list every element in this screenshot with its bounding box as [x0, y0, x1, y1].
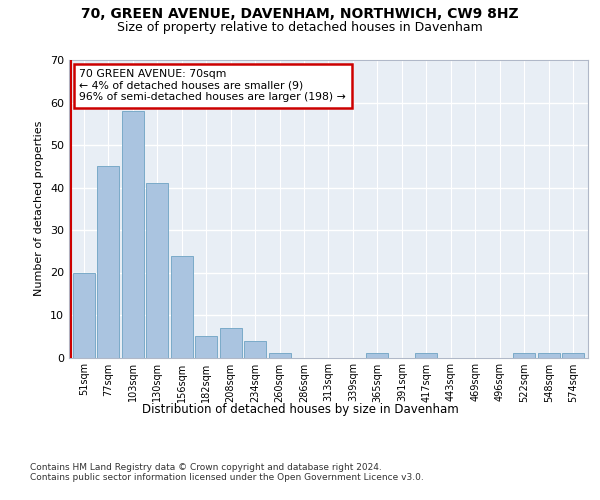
Text: Contains HM Land Registry data © Crown copyright and database right 2024.
Contai: Contains HM Land Registry data © Crown c… [30, 462, 424, 482]
Text: Distribution of detached houses by size in Davenham: Distribution of detached houses by size … [142, 402, 458, 415]
Text: Size of property relative to detached houses in Davenham: Size of property relative to detached ho… [117, 21, 483, 34]
Bar [415, 353, 437, 358]
Text: 70, GREEN AVENUE, DAVENHAM, NORTHWICH, CW9 8HZ: 70, GREEN AVENUE, DAVENHAM, NORTHWICH, C… [81, 8, 519, 22]
Bar [146, 183, 168, 358]
Bar [170, 256, 193, 358]
Bar [367, 353, 388, 358]
Bar [220, 328, 242, 358]
Bar [73, 272, 95, 358]
Bar [269, 353, 290, 358]
Bar [195, 336, 217, 357]
Y-axis label: Number of detached properties: Number of detached properties [34, 121, 44, 296]
Bar [562, 353, 584, 358]
Bar [514, 353, 535, 358]
Bar [122, 111, 143, 358]
Text: 70 GREEN AVENUE: 70sqm
← 4% of detached houses are smaller (9)
96% of semi-detac: 70 GREEN AVENUE: 70sqm ← 4% of detached … [79, 69, 346, 102]
Bar [538, 353, 560, 358]
Bar [244, 340, 266, 357]
Bar [97, 166, 119, 358]
